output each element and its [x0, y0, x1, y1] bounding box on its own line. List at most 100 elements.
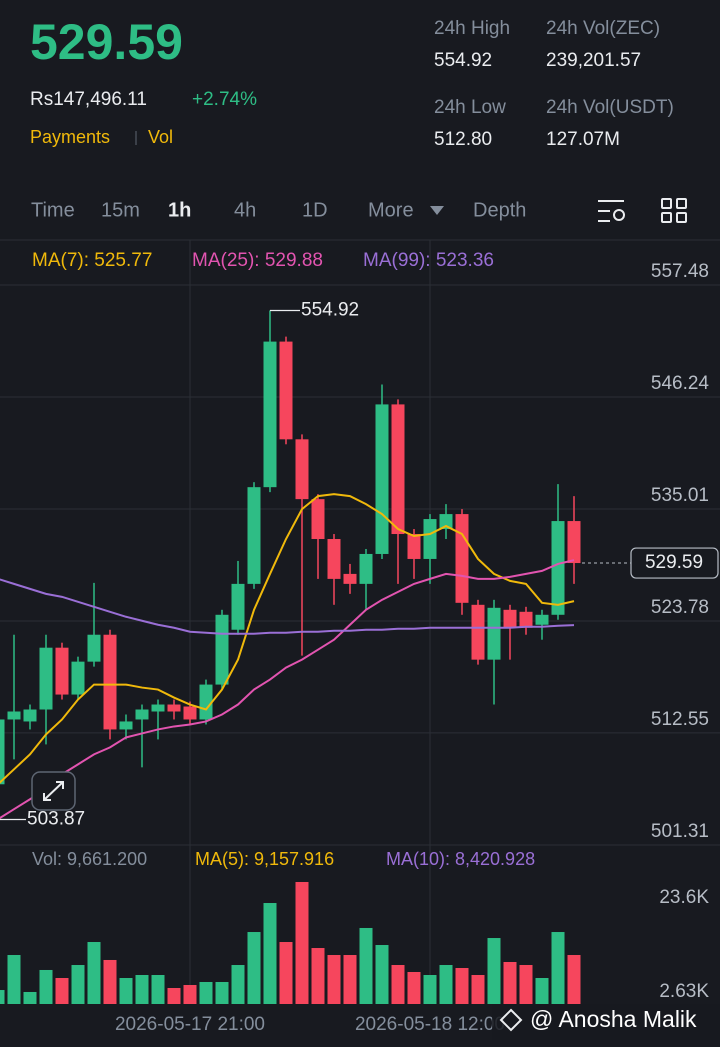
volume-legend-entry: MA(5): 9,157.916	[195, 849, 334, 869]
volume-bar	[391, 965, 405, 1004]
candle-body	[439, 514, 453, 530]
legend-entry: MA(7): 525.77	[32, 250, 152, 271]
y-tick-label: 501.31	[651, 821, 709, 842]
volume-bar	[263, 903, 277, 1004]
tab[interactable]: 15m	[101, 199, 140, 221]
expand-button[interactable]	[31, 771, 76, 811]
volume-bar	[279, 942, 293, 1004]
candle-body	[23, 709, 37, 722]
volume-bar	[183, 984, 197, 1004]
chart: 2026-05-17 21:00 2026-05-18 12:00 MA(7): 5…	[0, 240, 720, 1035]
candle-body	[151, 704, 165, 712]
ma-line	[0, 493, 575, 784]
volume-bar	[23, 991, 37, 1004]
volume-bar	[423, 974, 437, 1004]
payments-link[interactable]: Payments	[30, 127, 110, 147]
volume-bar	[71, 965, 85, 1004]
volume-bar	[231, 965, 245, 1004]
current-price-label: 529.59	[645, 552, 703, 573]
volume-bar	[135, 974, 149, 1004]
volume-bar	[551, 932, 565, 1004]
volume-bar	[247, 932, 261, 1004]
volume-tick-label: 23.6K	[659, 887, 709, 908]
volume-bar	[567, 955, 581, 1004]
candle-body	[391, 404, 405, 535]
tab[interactable]: More	[368, 199, 414, 221]
candle-body	[71, 661, 85, 695]
y-tick-label: 557.48	[651, 261, 709, 282]
stat-label: 24h Low	[434, 97, 506, 118]
vol-link[interactable]: Vol	[148, 127, 173, 147]
volume-bar	[487, 938, 501, 1004]
stat-value: 127.07M	[546, 129, 620, 150]
high-marker-label: 554.92	[301, 300, 359, 321]
volume-bar	[455, 968, 469, 1004]
tab[interactable]: Time	[31, 199, 75, 221]
legend-entry: MA(99): 523.36	[363, 250, 494, 271]
low-marker-label: 503.87	[27, 808, 85, 829]
stat-value: 512.80	[434, 129, 492, 150]
stat-value: 239,201.57	[546, 50, 641, 71]
candle-body	[167, 704, 181, 712]
volume-bar	[327, 955, 341, 1004]
volume-legend-entry: MA(10): 8,420.928	[386, 849, 535, 869]
candle-body	[279, 341, 293, 440]
candle-body	[0, 719, 5, 785]
candle-body	[375, 404, 389, 554]
tab[interactable]: Depth	[473, 199, 526, 221]
fiat-price: Rs147,496.11	[30, 89, 147, 110]
candle-body	[407, 534, 421, 559]
volume-bar	[103, 959, 117, 1004]
volume-bar	[215, 981, 229, 1004]
candle-body	[327, 539, 341, 579]
volume-bar	[359, 927, 373, 1004]
legend-entry: MA(25): 529.88	[192, 250, 323, 271]
tab[interactable]: 1D	[302, 199, 328, 221]
candle-body	[455, 514, 469, 603]
x-tick-label: 2026-05-17 21:00	[115, 1014, 265, 1035]
candle-body	[343, 573, 357, 584]
volume-bar	[39, 969, 53, 1004]
tab-active[interactable]: 1h	[168, 199, 191, 221]
watermark-text: @ Anosha Malik	[530, 1006, 697, 1032]
candle-body	[359, 553, 373, 584]
candle-body	[471, 604, 485, 660]
candle-body	[567, 521, 581, 564]
ma-line	[0, 578, 575, 635]
layout-icon[interactable]	[661, 198, 687, 223]
volume-bar	[471, 974, 485, 1004]
candle-body	[295, 439, 309, 500]
volume-bar	[535, 978, 549, 1004]
price-change: +2.74%	[192, 89, 257, 110]
volume-bar	[87, 942, 101, 1004]
volume-bar	[503, 962, 517, 1004]
candle-body	[119, 721, 133, 730]
candle-body	[503, 609, 517, 628]
volume-tick-label: 2.63K	[659, 981, 709, 1002]
y-tick-label: 512.55	[651, 709, 709, 730]
settings-icon[interactable]	[598, 200, 625, 222]
dropdown-arrow[interactable]	[430, 206, 444, 215]
candle-body	[215, 614, 229, 685]
candle-body	[87, 634, 101, 662]
watermark-backdrop	[492, 1004, 720, 1040]
candle-body	[311, 499, 325, 540]
volume-bar	[119, 978, 133, 1004]
candle-body	[423, 519, 437, 559]
tab[interactable]: 4h	[234, 199, 256, 221]
candle-body	[135, 709, 149, 720]
volume-bar	[55, 978, 69, 1004]
y-tick-label: 523.78	[651, 597, 709, 618]
volume-bar	[295, 881, 309, 1004]
candle-body	[39, 647, 53, 710]
candle-body	[487, 607, 501, 660]
volume-bar	[343, 955, 357, 1004]
candle-body	[103, 634, 117, 730]
volume-bar	[375, 945, 389, 1004]
x-tick-label: 2026-05-18 12:00	[355, 1014, 505, 1035]
volume-bar	[151, 974, 165, 1004]
volume-bar	[199, 981, 213, 1004]
